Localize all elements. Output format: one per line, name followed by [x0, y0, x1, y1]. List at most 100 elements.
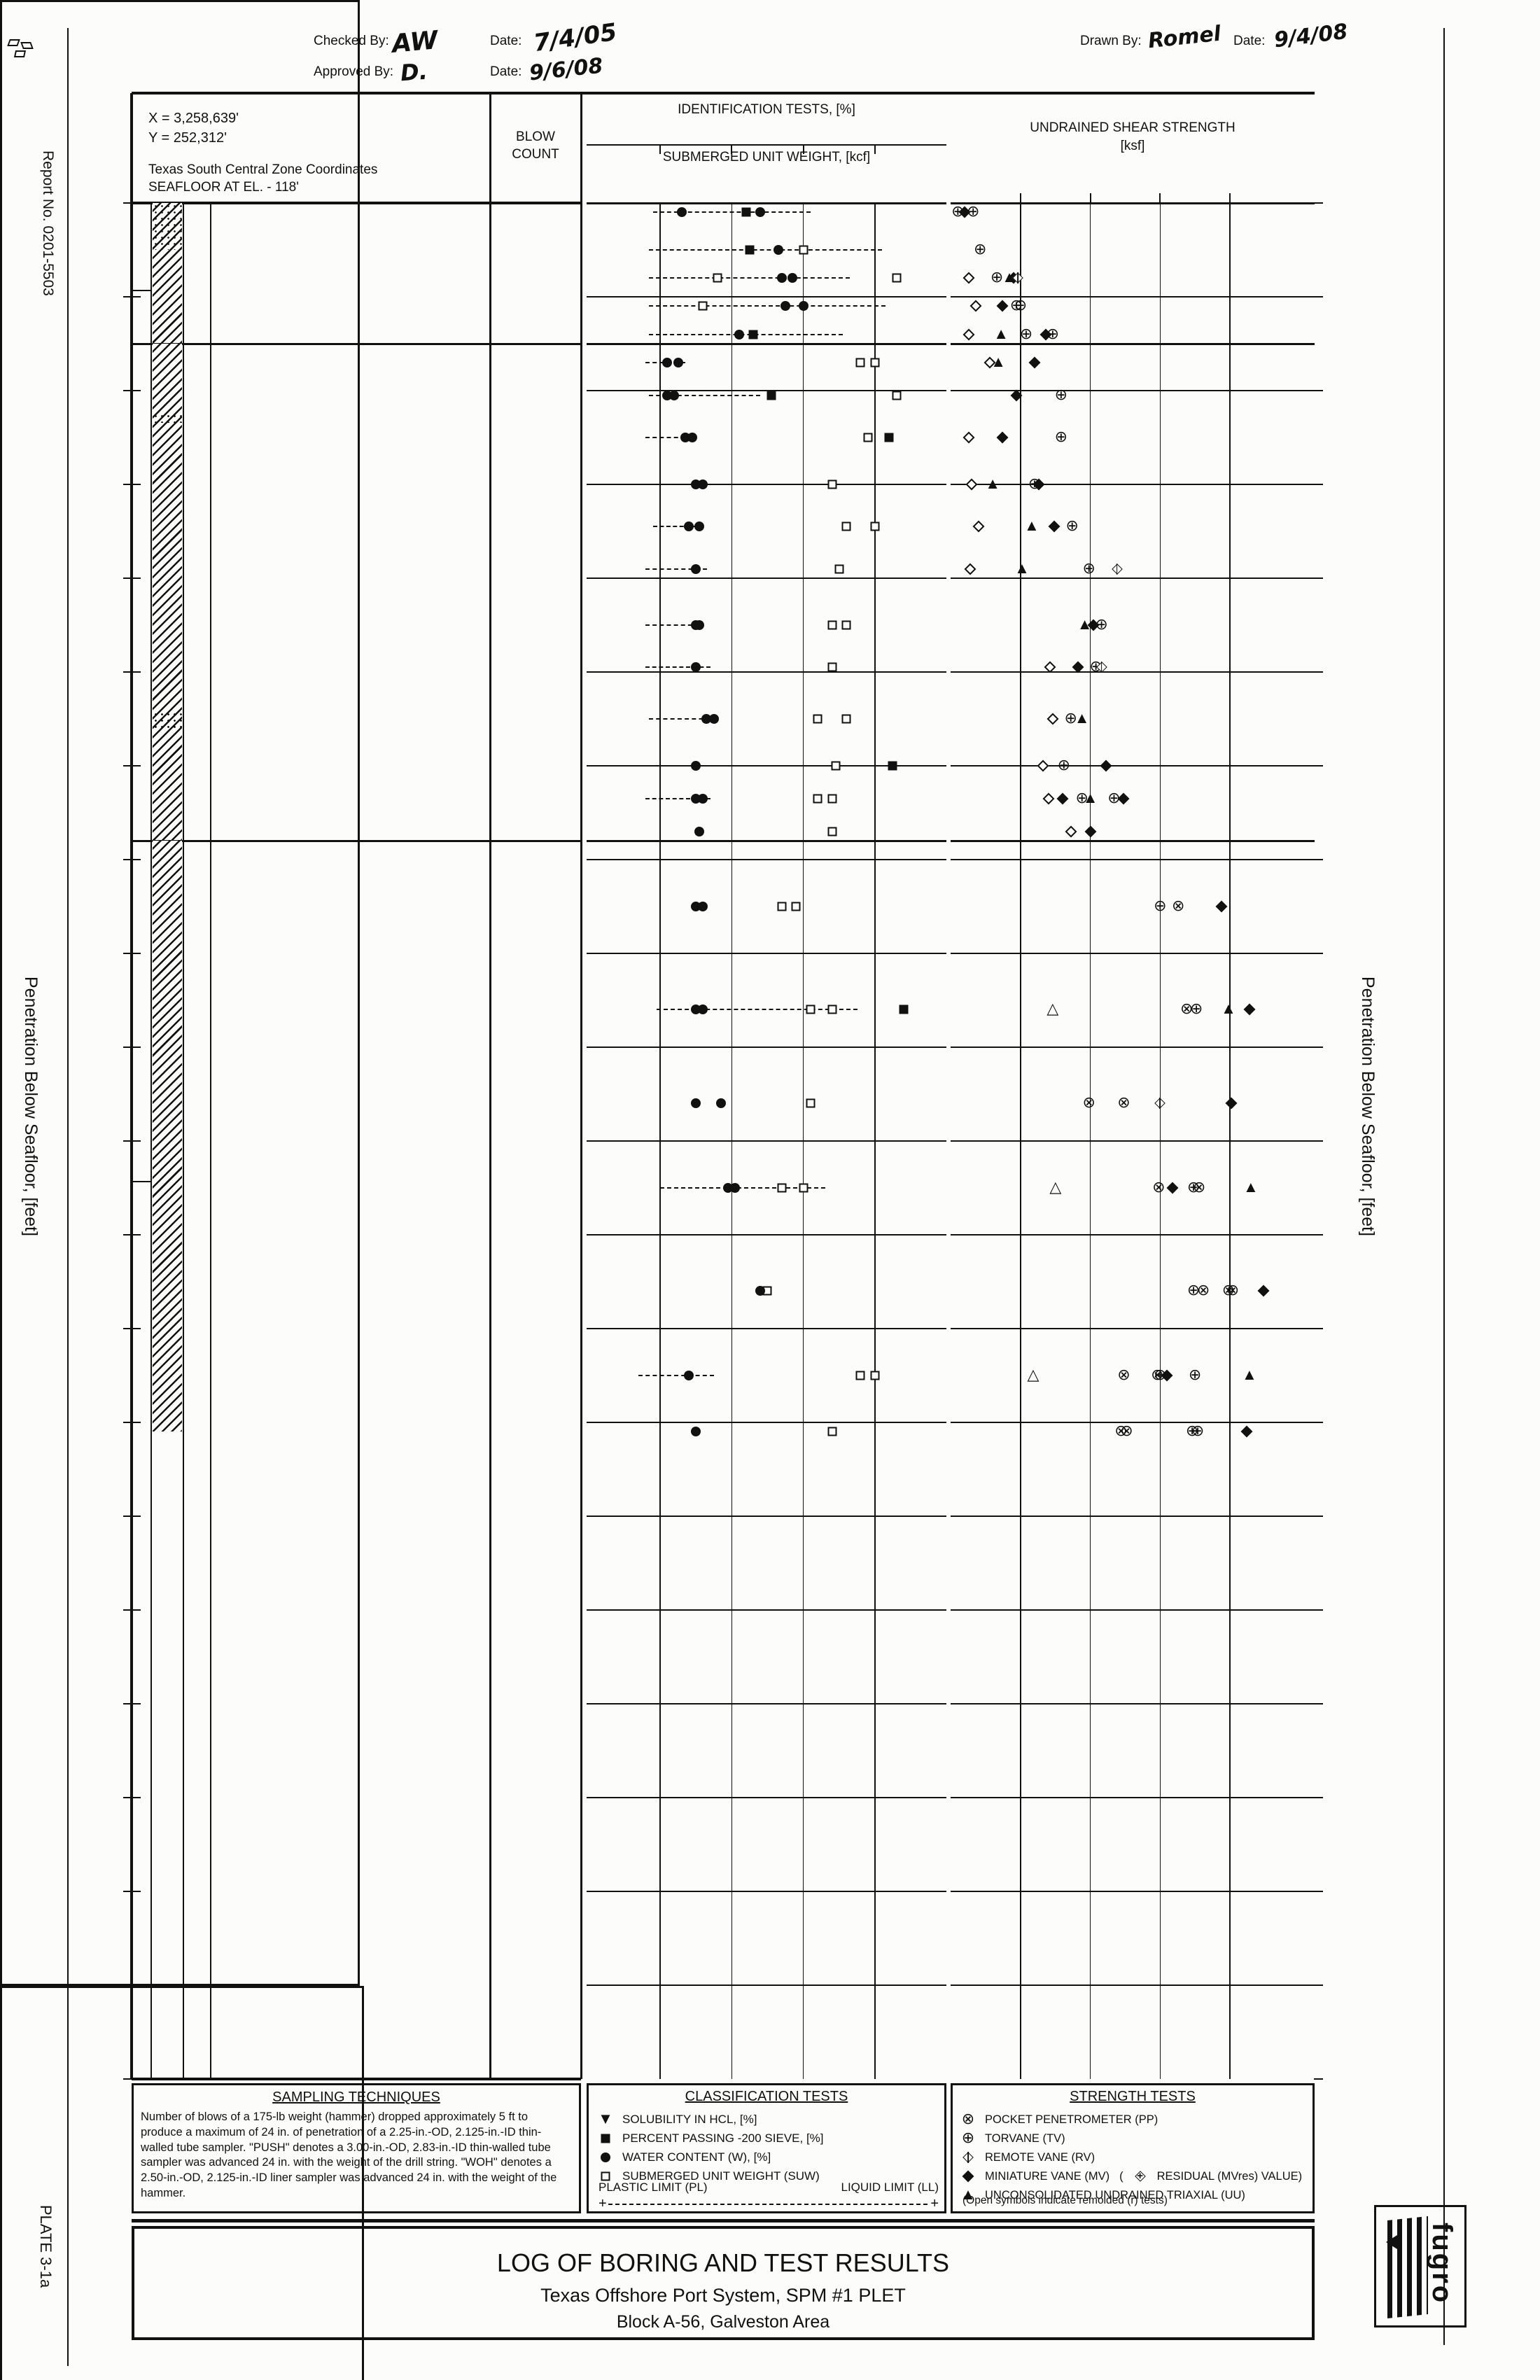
strength-plot-box	[0, 1986, 364, 2380]
strength-depth-gridline	[951, 1703, 1315, 1704]
depth-tick-inner	[132, 1422, 141, 1423]
depth-tick-inner	[132, 484, 141, 485]
pl-ll-sample-line: + +	[598, 2196, 939, 2211]
suw-marker	[831, 761, 841, 771]
id-tests-title: IDENTIFICATION TESTS, [%]	[678, 102, 855, 117]
depth-tick-left	[123, 1327, 132, 1330]
torvane-marker: ⊕	[973, 240, 987, 258]
classification-tests-title: CLASSIFICATION TESTS	[685, 2089, 848, 2104]
id-depth-gridline	[587, 859, 946, 860]
id-depth-gridline	[587, 671, 946, 673]
depth-tick-left	[123, 1421, 132, 1424]
pocket-penetrometer-marker: ⊗	[1192, 1178, 1206, 1196]
suw-marker	[892, 391, 902, 400]
legend-item-label: POCKET PENETROMETER (PP)	[985, 2113, 1158, 2126]
depth-tick-left	[123, 483, 132, 486]
coordinate-y: Y = 252,312'	[148, 130, 227, 146]
depth-tick-right	[1314, 1702, 1323, 1705]
suw-marker	[863, 433, 873, 442]
strength-tests-box: STRENGTH TESTS ⊗ POCKET PENETROMETER (PP)…	[951, 2083, 1315, 2213]
depth-tick-inner	[132, 1703, 141, 1704]
miniature-vane-marker	[1225, 1097, 1238, 1110]
torvane-marker: ⊕	[1046, 324, 1060, 342]
header-bottom-border	[132, 202, 581, 204]
project-title: Texas Offshore Port System, SPM #1 PLET	[540, 2285, 906, 2306]
torvane-marker: ⊕	[1107, 789, 1121, 807]
pl-ll-range-line	[649, 718, 718, 720]
id-depth-gridline	[587, 1140, 946, 1142]
legend-item: ⊗ POCKET PENETROMETER (PP)	[961, 2110, 1312, 2128]
pp-legend-icon: ⊗	[961, 2110, 975, 2128]
suw-marker	[806, 1098, 816, 1108]
miniature-vane-remolded-marker	[1037, 760, 1049, 772]
sampling-techniques-title: SAMPLING TECHNIQUES	[272, 2090, 440, 2105]
depth-tick-inner	[132, 1797, 141, 1798]
suw-marker	[698, 301, 708, 311]
uu-triaxial-marker: ▲	[1221, 1000, 1236, 1018]
pl-ll-range-line	[649, 305, 886, 307]
sampling-techniques-text: Number of blows of a 175-lb weight (hamm…	[141, 2110, 557, 2199]
id-depth-gridline	[587, 1703, 946, 1704]
depth-tick-left	[123, 671, 132, 673]
water-content-marker	[755, 207, 766, 218]
pocket-penetrometer-marker: ⊗	[1120, 1422, 1133, 1440]
torvane-marker: ⊕	[1186, 1178, 1200, 1196]
stratum-boundary-id	[587, 839, 946, 842]
miniature-vane-marker	[996, 300, 1009, 312]
suw-marker	[813, 794, 822, 804]
strength-header-tick	[1159, 193, 1161, 203]
miniature-vane-remolded-marker	[1042, 792, 1055, 805]
miniature-vane-remolded-marker	[972, 520, 985, 533]
strength-header-tick	[1089, 193, 1091, 203]
sieve-marker	[899, 1004, 909, 1014]
axis-label-left: Penetration Below Seafloor, [feet]	[21, 976, 41, 1237]
water-content-marker	[734, 329, 744, 340]
strength-header-divider	[951, 202, 1315, 204]
id-depth-gridline	[587, 1609, 946, 1611]
uu-triaxial-remolded-marker: △	[1027, 1366, 1040, 1384]
suw-marker	[799, 1183, 808, 1193]
uu-triaxial-marker: ▲	[990, 352, 1006, 370]
sieve-marker	[888, 761, 897, 771]
suw-marker	[806, 1004, 816, 1014]
strength-depth-gridline	[951, 1609, 1315, 1611]
strength-depth-gridline	[951, 390, 1315, 391]
sieve-marker	[766, 391, 776, 400]
pl-ll-range-line	[652, 211, 811, 214]
depth-tick-inner	[132, 1516, 141, 1517]
sand-layer-dots	[153, 711, 182, 729]
blow-count-header-line2: COUNT	[512, 147, 559, 162]
depth-tick-right	[1314, 295, 1323, 298]
strength-depth-gridline	[951, 765, 1315, 766]
depth-tick-right	[1314, 389, 1323, 392]
depth-tick-right	[1314, 483, 1323, 486]
legend-item: SUBMERGED UNIT WEIGHT (SUW)	[598, 2169, 944, 2183]
strength-title: UNDRAINED SHEAR STRENGTH	[1030, 120, 1236, 135]
pocket-penetrometer-marker: ⊗	[1152, 1178, 1166, 1196]
id-depth-gridline	[587, 1328, 946, 1329]
depth-tick-right	[1314, 577, 1323, 580]
depth-tick-inner	[132, 1140, 141, 1142]
classification-tests-box: CLASSIFICATION TESTS ▼ SOLUBILITY IN HCL,…	[587, 2083, 946, 2213]
uu-triaxial-marker: ▲	[1241, 1366, 1257, 1384]
pl-ll-range-line	[652, 526, 704, 528]
torvane-marker: ⊕	[1188, 1366, 1202, 1384]
legend-item-label: UNCONSOLIDATED UNDRAINED TRIAXIAL (UU)	[985, 2188, 1245, 2202]
left-margin-rule	[67, 28, 69, 2366]
uu-triaxial-marker: ▲	[1242, 1178, 1259, 1196]
coordinate-system: Texas South Central Zone Coordinates	[148, 162, 378, 177]
water-content-marker	[687, 433, 698, 442]
legend-item-label: PERCENT PASSING -200 SIEVE, [%]	[622, 2132, 824, 2145]
sandy-clay-overlay	[153, 203, 182, 250]
depth-tick-right	[1314, 2078, 1323, 2080]
uu-legend-icon: ▲	[960, 2185, 976, 2204]
pocket-penetrometer-marker: ⊗	[1151, 1366, 1164, 1384]
drawn-date-value: 9/4/08	[1273, 19, 1350, 53]
id-header-tick	[874, 145, 876, 154]
water-content-marker	[773, 245, 783, 255]
id-header-tick	[731, 145, 733, 154]
id-depth-gridline	[587, 1234, 946, 1236]
miniature-vane-remolded-marker	[964, 563, 976, 575]
desc-left-border	[130, 93, 133, 2079]
sieve-legend-icon	[598, 2132, 612, 2146]
